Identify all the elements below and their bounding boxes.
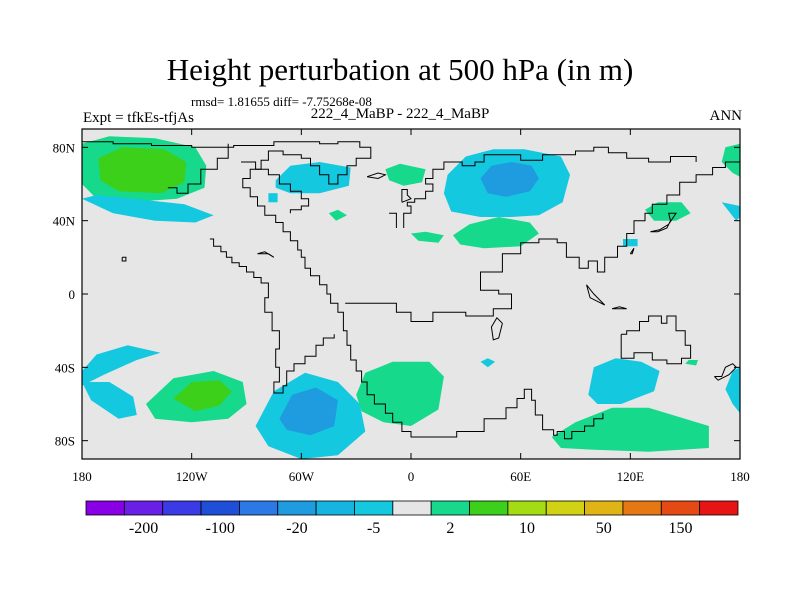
colorbar-box bbox=[660, 500, 701, 516]
coastline-segment bbox=[611, 306, 627, 310]
colorbar-label: -100 bbox=[206, 520, 235, 537]
colorbar-box bbox=[315, 500, 355, 516]
colorbar-box bbox=[200, 500, 240, 516]
contour-region-north-pacific-core bbox=[98, 147, 187, 194]
x-tick-label: 0 bbox=[408, 469, 415, 484]
colorbar-box bbox=[354, 500, 394, 516]
y-tick-label: 40N bbox=[53, 214, 76, 229]
y-tick-label: 0 bbox=[69, 287, 76, 302]
contour-region-far-east-small-positive bbox=[685, 360, 698, 366]
contour-region-greenland-positive bbox=[385, 163, 426, 186]
chart-title: Height perturbation at 500 hPa (in m) bbox=[166, 52, 634, 87]
coastline-segment bbox=[650, 212, 677, 233]
coastline-segment bbox=[167, 143, 229, 194]
coastline-segment bbox=[490, 316, 503, 341]
coastline-segment bbox=[403, 146, 697, 228]
colorbar-box bbox=[239, 500, 279, 516]
colorbar-label: 2 bbox=[446, 520, 454, 537]
colorbar-box bbox=[699, 500, 739, 516]
colorbar-box bbox=[162, 500, 202, 516]
x-tick-label: 60E bbox=[510, 469, 531, 484]
contour-region-south-pacific-negative-west bbox=[82, 345, 161, 386]
stats-line: rmsd= 1.81655 diff= -7.75268e-08 bbox=[191, 94, 372, 109]
colorbar-box bbox=[430, 500, 470, 516]
contour-region-south-atlantic-positive bbox=[356, 361, 444, 426]
x-tick-label: 120W bbox=[176, 469, 209, 484]
x-tick-label: 60W bbox=[289, 469, 315, 484]
contour-region-pacific-east-positive bbox=[645, 202, 691, 221]
colorbar: -200 -100 -20 -5 2 10 50 150 bbox=[85, 500, 739, 537]
colorbar-box bbox=[392, 500, 432, 516]
contour-region-northeast-pacific-negative bbox=[721, 202, 740, 221]
contour-region-tasman-negative bbox=[725, 367, 740, 414]
y-tick-label: 40S bbox=[55, 360, 75, 375]
colorbar-box bbox=[469, 500, 509, 516]
colorbar-label: 50 bbox=[596, 520, 612, 537]
contour-region-arctic-east-positive bbox=[721, 143, 740, 177]
coastlines bbox=[82, 141, 740, 440]
colorbar-label: -200 bbox=[129, 520, 158, 537]
y-tick-label: 80N bbox=[53, 140, 76, 155]
contour-region-indian-ocean-small-negative bbox=[480, 358, 496, 368]
colorbar-label: -20 bbox=[286, 520, 307, 537]
coastline-segment bbox=[366, 172, 387, 180]
colorbar-box bbox=[545, 500, 585, 516]
colorbar-label: -5 bbox=[367, 520, 380, 537]
colorbar-box bbox=[622, 500, 662, 516]
x-tick-label: 180 bbox=[730, 469, 750, 484]
colorbar-label: 150 bbox=[668, 520, 692, 537]
coastline-segment bbox=[389, 212, 397, 228]
x-tick-label: 180 bbox=[72, 469, 92, 484]
y-tick-label: 80S bbox=[55, 434, 75, 449]
coastline-segment bbox=[257, 251, 275, 258]
case-label: 222_4_MaBP - 222_4_MaBP bbox=[310, 106, 490, 122]
colorbar-box bbox=[123, 500, 164, 516]
coastline-segment bbox=[629, 247, 635, 255]
colorbar-box bbox=[85, 500, 125, 516]
contour-region-canada-negative bbox=[275, 162, 351, 194]
contour-region-asia-positive bbox=[453, 217, 539, 249]
contour-region-eurasia-core bbox=[480, 162, 539, 197]
season-label: ANN bbox=[709, 108, 743, 124]
coastline-segment bbox=[401, 189, 412, 203]
colorbar-box bbox=[507, 500, 547, 516]
colorbar-label: 10 bbox=[519, 520, 535, 537]
coastline-segment bbox=[209, 238, 335, 394]
contour-region-south-indian-positive bbox=[551, 407, 709, 452]
contour-region-atlantic-positive bbox=[328, 209, 347, 221]
contour-region-amundsen-core bbox=[279, 387, 338, 436]
coastline-segment bbox=[620, 315, 692, 365]
contour-fills bbox=[82, 136, 740, 459]
contour-region-indian-ocean-negative bbox=[588, 358, 660, 404]
contour-region-europe-positive bbox=[411, 231, 444, 243]
coastline-segment bbox=[586, 284, 606, 306]
experiment-label: Expt = tfkEs-tfjAs bbox=[83, 110, 194, 126]
coastline-segment bbox=[241, 161, 310, 214]
contour-region-alaska-negative bbox=[268, 193, 278, 203]
contour-region-japan-negative bbox=[623, 239, 638, 247]
coastline-segment bbox=[121, 256, 127, 262]
coastline-segment bbox=[714, 363, 738, 381]
coastline-segment bbox=[345, 161, 740, 322]
x-tick-label: 120E bbox=[617, 469, 645, 484]
contour-region-south-pacific-core bbox=[173, 380, 232, 412]
colorbar-box bbox=[277, 500, 317, 516]
contour-region-south-pacific-negative-east bbox=[82, 382, 137, 419]
colorbar-box bbox=[584, 500, 624, 516]
coastline-segment bbox=[82, 141, 604, 440]
contour-region-north-pacific-negative bbox=[82, 195, 214, 223]
